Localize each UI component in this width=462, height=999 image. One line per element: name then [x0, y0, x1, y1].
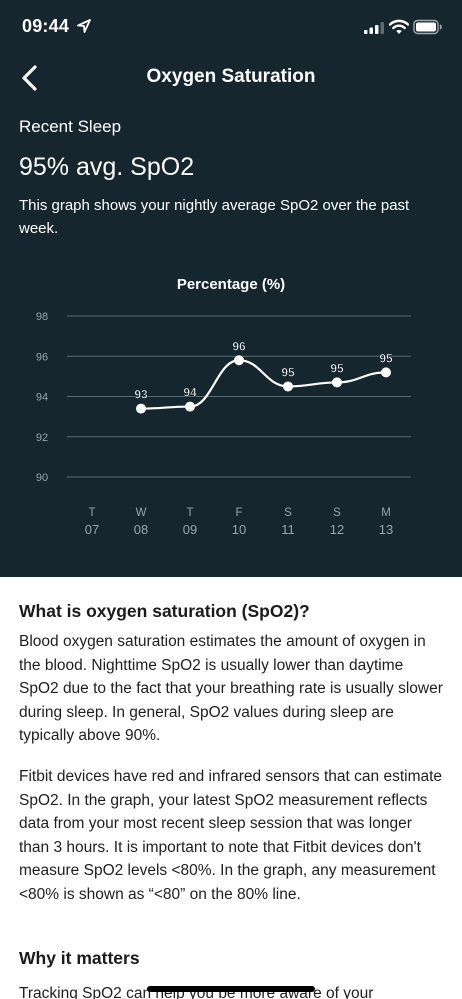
nav-bar: Oxygen Saturation	[0, 54, 462, 102]
section-heading-what-is: What is oxygen saturation (SpO2)?	[19, 601, 310, 621]
back-button[interactable]	[14, 62, 46, 94]
home-indicator[interactable]	[147, 986, 315, 992]
y-tick-label: 98	[36, 311, 48, 323]
data-point[interactable]	[332, 377, 342, 388]
data-label: 95	[330, 361, 344, 375]
x-tick-day: T	[88, 507, 95, 519]
section-heading-why-matters: Why it matters	[19, 948, 140, 968]
header-panel: 09:44 Oxygen Saturation Recent Sl	[0, 0, 462, 577]
y-tick-label: 92	[36, 432, 48, 444]
chevron-left-icon	[22, 65, 37, 91]
data-label: 96	[232, 339, 246, 353]
battery-icon	[413, 19, 442, 35]
data-point[interactable]	[185, 401, 195, 412]
data-point[interactable]	[234, 355, 244, 366]
data-point[interactable]	[136, 403, 146, 414]
info-paragraph-1: Blood oxygen saturation estimates the am…	[19, 633, 443, 744]
x-tick-day: S	[333, 507, 341, 519]
page-title: Oxygen Saturation	[146, 66, 316, 87]
x-tick-date: 11	[281, 522, 295, 537]
x-tick-date: 12	[330, 522, 344, 537]
x-tick-day: F	[235, 507, 242, 519]
data-label: 95	[379, 351, 393, 365]
data-point[interactable]	[283, 381, 293, 392]
x-tick-date: 10	[232, 522, 246, 537]
spo2-line-chart: Percentage (%) 98 96 94 92 90 93 94 96 95 95 95 T…	[36, 276, 411, 537]
section-label: Recent Sleep	[19, 117, 122, 136]
chart-description: This graph shows your nightly average Sp…	[19, 197, 410, 237]
x-tick-date: 08	[134, 522, 148, 537]
location-arrow-icon	[77, 19, 91, 33]
x-tick-day: M	[381, 507, 391, 519]
x-tick-date: 07	[85, 522, 99, 537]
data-point[interactable]	[381, 367, 391, 378]
info-paragraph-2: Fitbit devices have red and infrared sen…	[19, 768, 443, 903]
data-label: 93	[134, 388, 148, 402]
x-tick-date: 09	[183, 522, 197, 537]
status-time: 09:44	[22, 16, 70, 36]
y-tick-label: 90	[36, 472, 48, 484]
chart-title: Percentage (%)	[177, 276, 285, 293]
x-tick-day: T	[186, 507, 193, 519]
series-line	[140, 359, 387, 410]
x-tick-day: S	[284, 507, 292, 519]
cellular-signal-icon	[364, 22, 384, 34]
wifi-icon	[389, 19, 409, 34]
info-panel: What is oxygen saturation (SpO2)? Blood …	[0, 577, 462, 999]
spo2-average: 95% avg. SpO2	[19, 153, 195, 181]
x-tick-day: W	[136, 507, 147, 519]
data-label: 95	[281, 365, 295, 379]
data-label: 94	[183, 386, 197, 400]
x-tick-date: 13	[379, 522, 393, 537]
y-tick-label: 96	[36, 351, 48, 363]
y-tick-label: 94	[36, 392, 48, 404]
status-bar: 09:44	[0, 0, 462, 54]
